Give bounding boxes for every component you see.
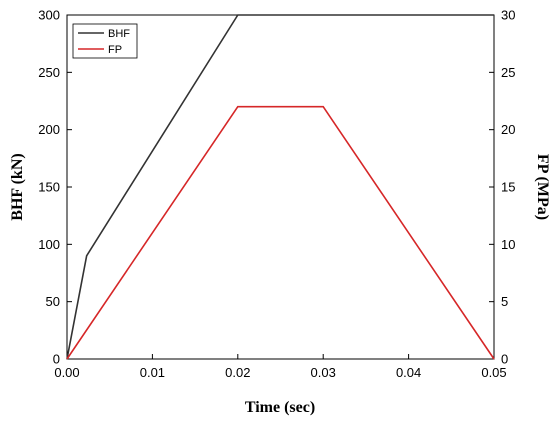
legend-box <box>72 23 138 59</box>
y-left-tick-label: 0 <box>53 352 60 367</box>
y-right-tick-label: 15 <box>501 180 515 195</box>
y-right-tick-label: 30 <box>501 8 515 23</box>
x-axis-title: Time (sec) <box>245 399 315 416</box>
y-right-tick-label: 20 <box>501 122 515 137</box>
x-tick-label: 0.05 <box>481 365 506 380</box>
x-tick-label: 0.04 <box>396 365 421 380</box>
y-right-tick-label: 5 <box>501 294 508 309</box>
legend-label-bhf: BHF <box>108 28 130 40</box>
x-axis-ticks: 0.00 0.01 0.02 0.03 0.04 0.05 <box>54 354 507 380</box>
plot-frame <box>66 14 495 360</box>
y-right-tick-label: 0 <box>501 352 508 367</box>
x-tick-label: 0.01 <box>140 365 165 380</box>
y-left-axis-title: BHF (kN) <box>9 153 26 220</box>
y-right-axis-ticks: 0 5 10 15 20 25 30 <box>489 8 515 367</box>
y-left-tick-label: 150 <box>38 180 60 195</box>
series-line-bhf <box>66 14 494 360</box>
series-line-fp <box>66 105 495 360</box>
x-tick-label: 0.02 <box>225 365 250 380</box>
y-left-tick-label: 50 <box>46 294 60 309</box>
y-left-tick-label: 200 <box>38 122 60 137</box>
series-lines <box>66 14 495 360</box>
y-left-tick-label: 250 <box>38 65 60 80</box>
legend-label-fp: FP <box>108 44 122 56</box>
y-left-tick-label: 100 <box>38 237 60 252</box>
y-right-tick-label: 10 <box>501 237 515 252</box>
y-left-tick-label: 300 <box>38 8 60 23</box>
y-right-axis-title: FP (MPa) <box>534 154 550 220</box>
y-right-tick-label: 25 <box>501 65 515 80</box>
legend: BHF FP <box>72 23 138 59</box>
x-tick-label: 0.03 <box>311 365 336 380</box>
y-left-axis-ticks: 0 50 100 150 200 250 300 <box>38 8 72 367</box>
x-tick-label: 0.00 <box>54 365 79 380</box>
